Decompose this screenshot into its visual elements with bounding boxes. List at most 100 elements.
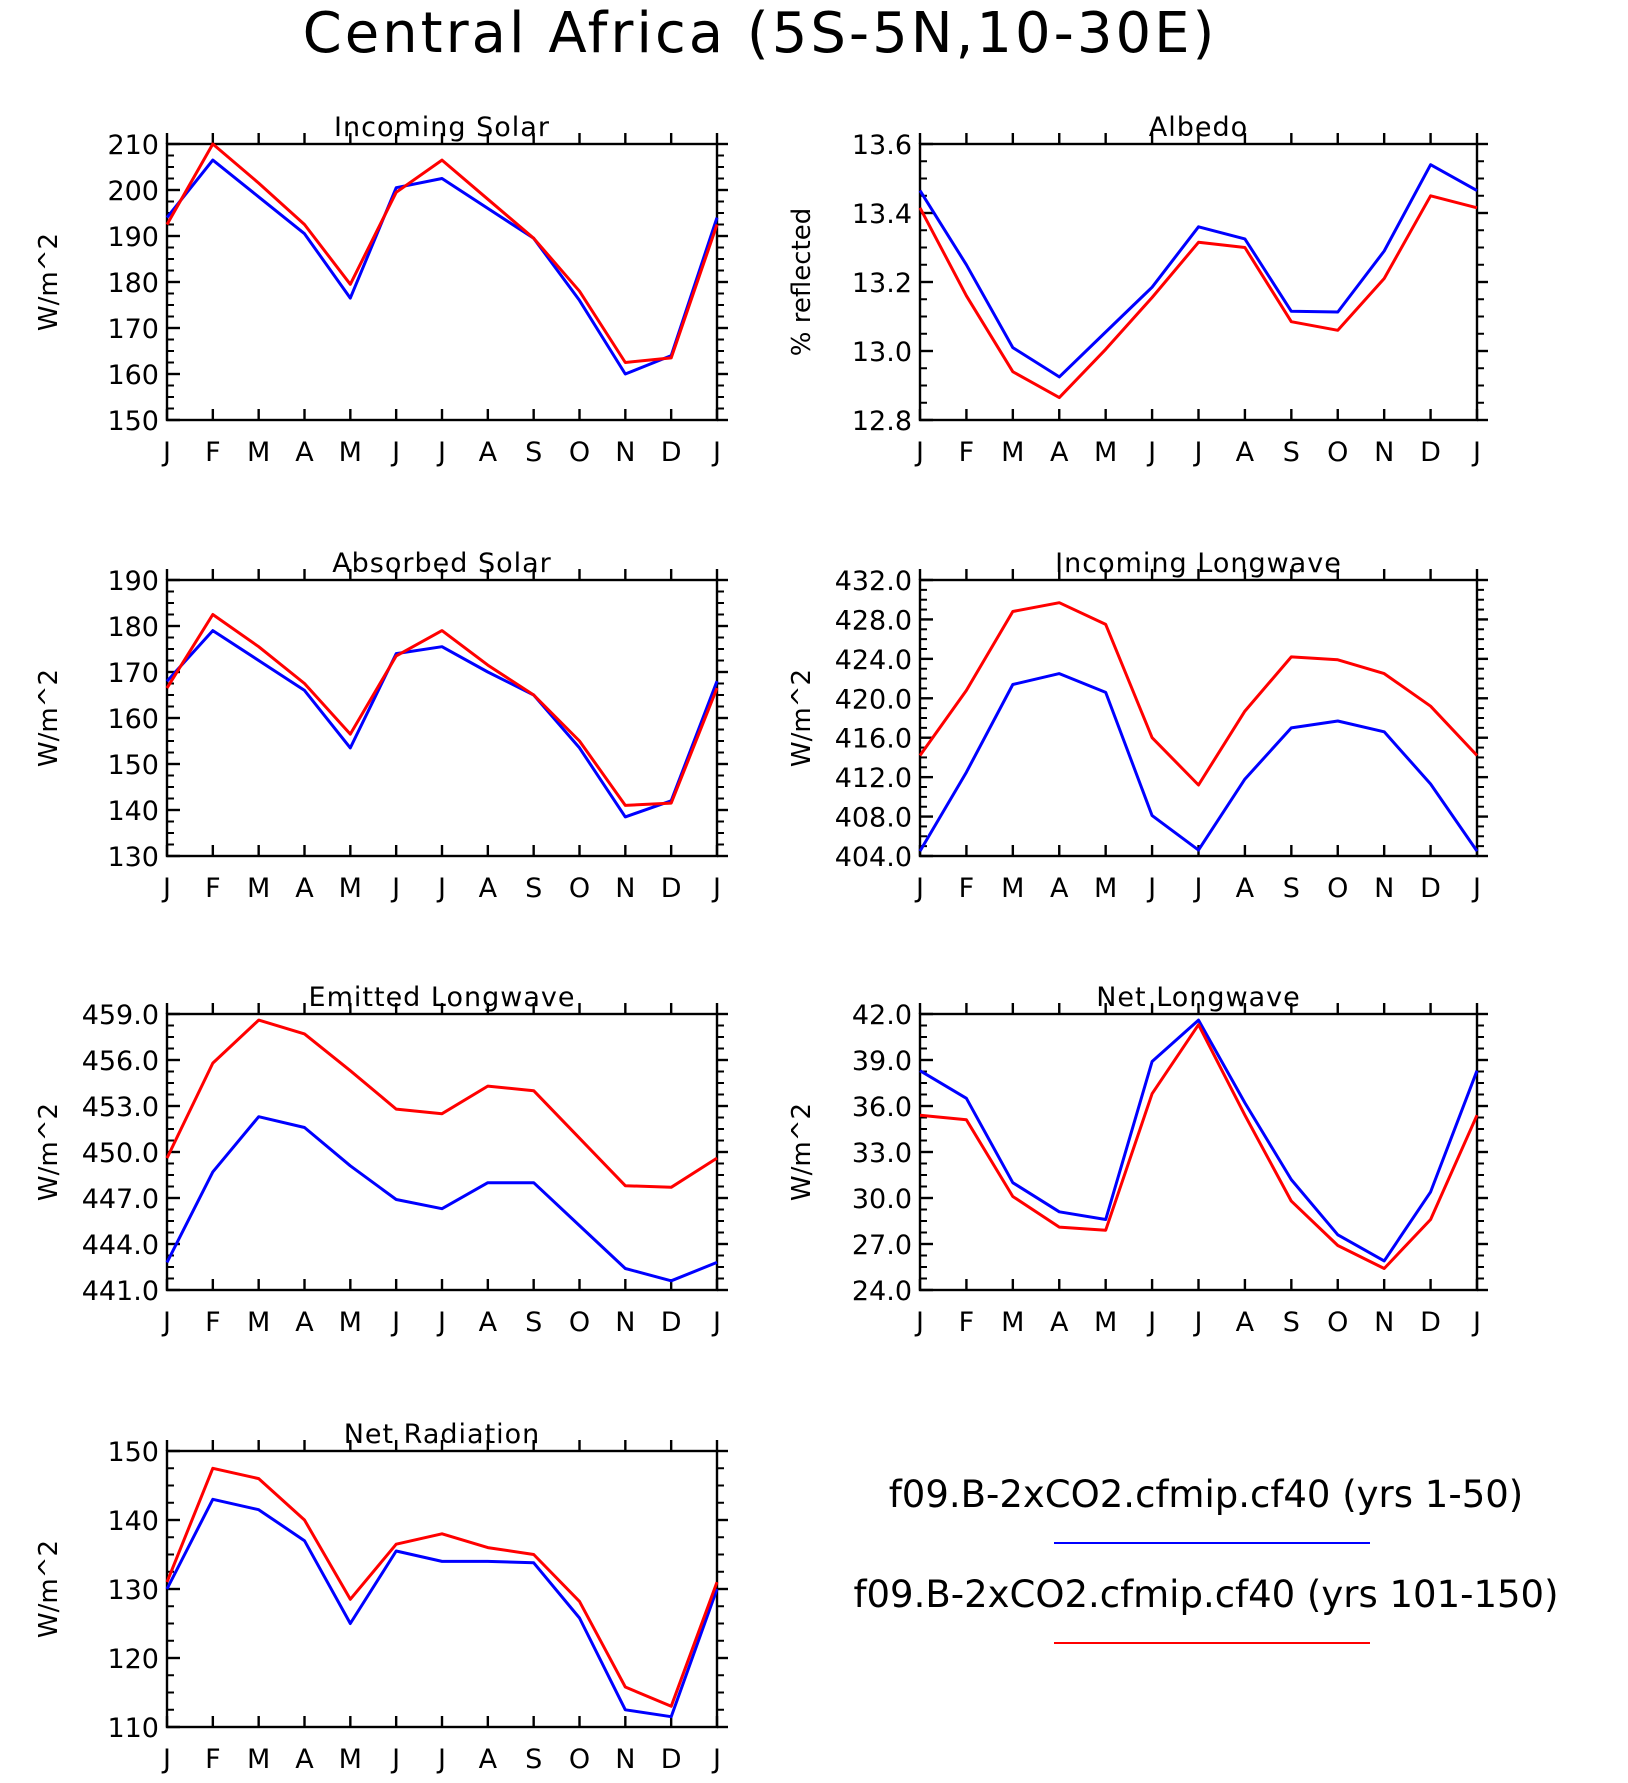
albedo-ytick-label-4: 13.6 <box>852 130 912 161</box>
emitted-longwave-xtick-label-8: S <box>525 1307 542 1338</box>
emitted-longwave-xtick-label-1: F <box>205 1307 221 1338</box>
incoming-solar-ytick-label-6: 210 <box>107 130 159 161</box>
incoming-longwave-xtick-label-2: M <box>1001 873 1024 904</box>
emitted-longwave-ytick-label-1: 444.0 <box>82 1230 159 1261</box>
absorbed-solar-xtick-label-2: M <box>247 873 270 904</box>
net-radiation-ytick-label-0: 110 <box>107 1713 159 1744</box>
absorbed-solar-xtick-label-5: J <box>390 873 400 904</box>
net-longwave-xtick-label-8: S <box>1283 1307 1300 1338</box>
albedo-ytick-label-3: 13.4 <box>852 199 912 230</box>
net-radiation-series-red-line <box>165 1466 719 1708</box>
emitted-longwave-ytick-label-6: 459.0 <box>82 1000 159 1031</box>
net-longwave-xtick-label-12: J <box>1471 1307 1481 1338</box>
net-radiation-xtick-label-7: A <box>479 1744 498 1775</box>
albedo-xtick-label-10: N <box>1374 437 1394 468</box>
emitted-longwave-xtick-label-2: M <box>247 1307 270 1338</box>
incoming-solar-ytick-label-1: 160 <box>107 360 159 391</box>
emitted-longwave-xtick-label-5: J <box>390 1307 400 1338</box>
net-longwave-ytick-label-6: 42.0 <box>852 1000 912 1031</box>
incoming-solar-xtick-label-1: F <box>205 437 221 468</box>
net-longwave-xtick-label-6: J <box>1193 1307 1203 1338</box>
net-radiation-ytick-label-1: 120 <box>107 1644 159 1675</box>
emitted-longwave-xtick-label-0: J <box>161 1307 171 1338</box>
incoming-longwave-xtick-label-5: J <box>1146 873 1156 904</box>
absorbed-solar-ytick-label-4: 170 <box>107 658 159 689</box>
incoming-longwave-series-red-line <box>918 601 1479 787</box>
incoming-solar-xtick-label-4: M <box>339 437 362 468</box>
incoming-solar-xtick-label-2: M <box>247 437 270 468</box>
absorbed-solar-xtick-label-9: O <box>569 873 590 904</box>
net-radiation-xtick-label-6: J <box>436 1744 446 1775</box>
net-longwave-ytick-label-5: 39.0 <box>852 1046 912 1077</box>
absorbed-solar-xtick-label-0: J <box>161 873 171 904</box>
net-longwave-ylabel: W/m^2 <box>787 1103 817 1201</box>
net-longwave-xtick-label-7: A <box>1236 1307 1255 1338</box>
emitted-longwave-xtick-label-3: A <box>295 1307 314 1338</box>
absorbed-solar-series-red-line <box>165 613 719 807</box>
absorbed-solar-ytick-label-3: 160 <box>107 704 159 735</box>
net-radiation-xtick-label-12: J <box>711 1744 721 1775</box>
net-longwave-ytick-label-1: 27.0 <box>852 1230 912 1261</box>
incoming-longwave-xtick-label-9: O <box>1327 873 1348 904</box>
net-longwave-xtick-label-3: A <box>1050 1307 1069 1338</box>
emitted-longwave-xtick-label-4: M <box>339 1307 362 1338</box>
incoming-longwave-xtick-label-10: N <box>1374 873 1394 904</box>
emitted-longwave-xtick-label-11: D <box>661 1307 682 1338</box>
incoming-longwave-ytick-label-7: 432.0 <box>835 566 912 597</box>
albedo-xtick-label-4: M <box>1094 437 1117 468</box>
albedo-xtick-label-0: J <box>914 437 924 468</box>
incoming-longwave-ytick-label-3: 416.0 <box>835 724 912 755</box>
incoming-solar-xtick-label-3: A <box>295 437 314 468</box>
incoming-solar-xtick-label-10: N <box>615 437 635 468</box>
incoming-longwave-xtick-label-6: J <box>1193 873 1203 904</box>
absorbed-solar-ytick-label-0: 130 <box>107 842 159 873</box>
net-longwave-xtick-label-1: F <box>959 1307 975 1338</box>
net-longwave-xtick-label-9: O <box>1327 1307 1348 1338</box>
albedo-series-red-line <box>918 194 1478 400</box>
emitted-longwave-ytick-label-3: 450.0 <box>82 1138 159 1169</box>
absorbed-solar-ytick-label-6: 190 <box>107 566 159 597</box>
absorbed-solar-xtick-label-11: D <box>661 873 682 904</box>
incoming-longwave-ytick-label-1: 408.0 <box>835 803 912 834</box>
incoming-solar-xtick-label-0: J <box>161 437 171 468</box>
albedo-xtick-label-11: D <box>1420 437 1441 468</box>
legend-label-yrs-1-50: f09.B-2xCO2.cfmip.cf40 (yrs 1-50) <box>889 1473 1523 1516</box>
albedo-ytick-label-2: 13.2 <box>852 268 912 299</box>
incoming-longwave-xtick-label-4: M <box>1094 873 1117 904</box>
absorbed-solar-xtick-label-7: A <box>479 873 498 904</box>
incoming-longwave-xtick-label-7: A <box>1236 873 1255 904</box>
incoming-longwave-xtick-label-3: A <box>1050 873 1069 904</box>
net-radiation-xtick-label-10: N <box>615 1744 635 1775</box>
net-longwave-xtick-label-0: J <box>914 1307 924 1338</box>
albedo-xtick-label-5: J <box>1146 437 1156 468</box>
net-radiation-xtick-label-4: M <box>339 1744 362 1775</box>
net-longwave-xtick-label-10: N <box>1374 1307 1394 1338</box>
net-radiation-ytick-label-2: 130 <box>107 1575 159 1606</box>
net-longwave-series-blue-line <box>919 1018 1479 1263</box>
incoming-longwave-ytick-label-6: 428.0 <box>835 605 912 636</box>
absorbed-solar-xtick-label-4: M <box>339 873 362 904</box>
net-longwave-xtick-label-4: M <box>1094 1307 1117 1338</box>
albedo-series-blue-line <box>918 163 1478 379</box>
incoming-longwave-series-blue-line <box>918 672 1479 852</box>
incoming-solar-xtick-label-6: J <box>436 437 446 468</box>
incoming-solar-series-blue-line <box>165 158 719 376</box>
net-radiation-ytick-label-3: 140 <box>107 1506 159 1537</box>
emitted-longwave-xtick-label-9: O <box>569 1307 590 1338</box>
incoming-longwave-xtick-label-12: J <box>1471 873 1481 904</box>
incoming-solar-xtick-label-11: D <box>661 437 682 468</box>
net-radiation-xtick-label-9: O <box>569 1744 590 1775</box>
emitted-longwave-ytick-label-5: 456.0 <box>82 1046 159 1077</box>
albedo-xtick-label-7: A <box>1236 437 1255 468</box>
albedo-ytick-label-0: 12.8 <box>852 406 912 437</box>
incoming-longwave-frame <box>918 578 1479 858</box>
net-longwave-ytick-label-2: 30.0 <box>852 1184 912 1215</box>
incoming-longwave-ytick-label-5: 424.0 <box>835 645 912 676</box>
absorbed-solar-xtick-label-10: N <box>615 873 635 904</box>
